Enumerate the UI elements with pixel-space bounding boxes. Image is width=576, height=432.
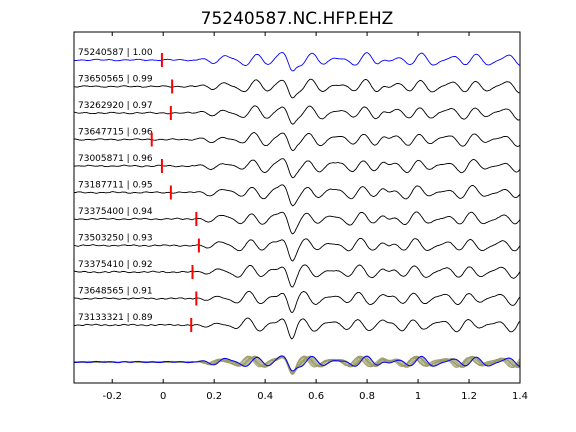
trace-label: 73375400 | 0.94 xyxy=(78,207,153,217)
x-axis: -0.2 0 0.2 0.4 0.6 0.8 1 1.2 1.4 xyxy=(102,32,528,402)
stack-overlay xyxy=(73,355,521,375)
trace-line xyxy=(73,184,521,207)
trace-label: 73650565 | 0.99 xyxy=(78,75,153,85)
pick-marker-group xyxy=(150,53,200,332)
stack-reference-trace xyxy=(73,355,521,372)
x-tick-label: 1.4 xyxy=(512,391,528,402)
trace-line xyxy=(73,132,521,151)
plot-frame xyxy=(73,31,521,384)
trace-line xyxy=(73,211,521,235)
trace-label: 73133321 | 0.89 xyxy=(78,313,153,323)
trace-line xyxy=(73,105,521,125)
trace-label: 73375410 | 0.92 xyxy=(78,260,153,270)
x-tick-label: -0.2 xyxy=(102,391,122,402)
x-tick-label: 1.2 xyxy=(461,391,477,402)
x-tick-label: 0.8 xyxy=(359,391,375,402)
chart-title: 75240587.NC.HFP.EHZ xyxy=(201,9,394,29)
x-tick-label: 0.2 xyxy=(206,391,222,402)
trace-line xyxy=(73,158,521,179)
trace-label: 73187711 | 0.95 xyxy=(78,181,153,191)
x-tick-label: 0 xyxy=(160,391,166,402)
x-tick-label: 0.6 xyxy=(308,391,324,402)
trace-label: 73503250 | 0.93 xyxy=(78,234,153,244)
trace-label: 73005871 | 0.96 xyxy=(78,154,153,164)
trace-label: 75240587 | 1.00 xyxy=(78,48,153,58)
trace-line xyxy=(73,264,521,288)
x-tick-label: 1 xyxy=(415,391,421,402)
trace-line xyxy=(73,317,521,340)
trace-line xyxy=(73,290,521,314)
trace-label-group: 75240587 | 1.00 73650565 | 0.99 73262920 |… xyxy=(78,48,153,323)
trace-label: 73262920 | 0.97 xyxy=(78,101,153,111)
trace-line xyxy=(73,78,521,99)
trace-label: 73647715 | 0.96 xyxy=(78,128,153,138)
trace-group xyxy=(73,52,521,340)
trace-line xyxy=(73,237,521,262)
x-tick-label: 0.4 xyxy=(257,391,273,402)
trace-line xyxy=(73,52,521,72)
trace-label: 73648565 | 0.91 xyxy=(78,287,153,297)
